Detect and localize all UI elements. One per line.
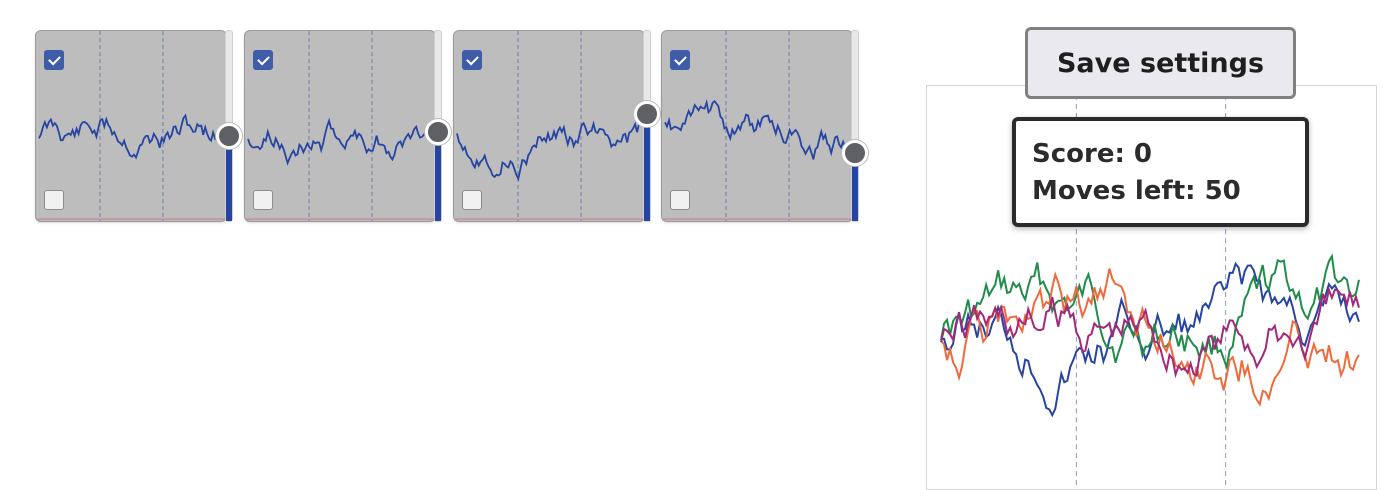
signal-panel[interactable]: [661, 30, 853, 222]
series-line: [940, 286, 1360, 379]
slider-knob[interactable]: [842, 139, 868, 166]
slider-knob[interactable]: [634, 101, 660, 128]
signal-line: [38, 113, 226, 160]
signal-line: [456, 117, 644, 182]
slider-knob[interactable]: [425, 118, 451, 145]
panel-plot: [245, 31, 435, 221]
lock-checkbox[interactable]: [253, 190, 273, 210]
signal-panel[interactable]: [244, 30, 436, 222]
score-text: Score: 0: [1032, 139, 1152, 169]
moves-left-text: Moves left: 50: [1032, 176, 1241, 206]
slider-fill: [852, 152, 858, 221]
signal-line: [664, 98, 852, 160]
select-checkbox[interactable]: [44, 50, 64, 70]
score-panel: Score: 0 Moves left: 50: [1012, 117, 1309, 227]
lock-checkbox[interactable]: [670, 190, 690, 210]
signal-panel[interactable]: [35, 30, 227, 222]
lock-checkbox[interactable]: [462, 190, 482, 210]
slider-fill: [226, 135, 232, 221]
select-checkbox[interactable]: [462, 50, 482, 70]
volume-slider[interactable]: [851, 30, 859, 222]
save-settings-button[interactable]: Save settings: [1025, 27, 1296, 99]
series-line: [941, 261, 1360, 418]
lock-checkbox[interactable]: [44, 190, 64, 210]
panel-plot: [454, 31, 644, 221]
select-checkbox[interactable]: [670, 50, 690, 70]
panel-plot: [36, 31, 226, 221]
signal-panel[interactable]: [453, 30, 645, 222]
series-line: [940, 268, 1360, 407]
select-checkbox[interactable]: [253, 50, 273, 70]
series-line: [940, 253, 1360, 371]
panel-plot: [662, 31, 852, 221]
slider-knob[interactable]: [216, 122, 242, 149]
slider-fill: [435, 131, 441, 221]
signal-line: [247, 117, 435, 166]
slider-fill: [644, 114, 650, 221]
